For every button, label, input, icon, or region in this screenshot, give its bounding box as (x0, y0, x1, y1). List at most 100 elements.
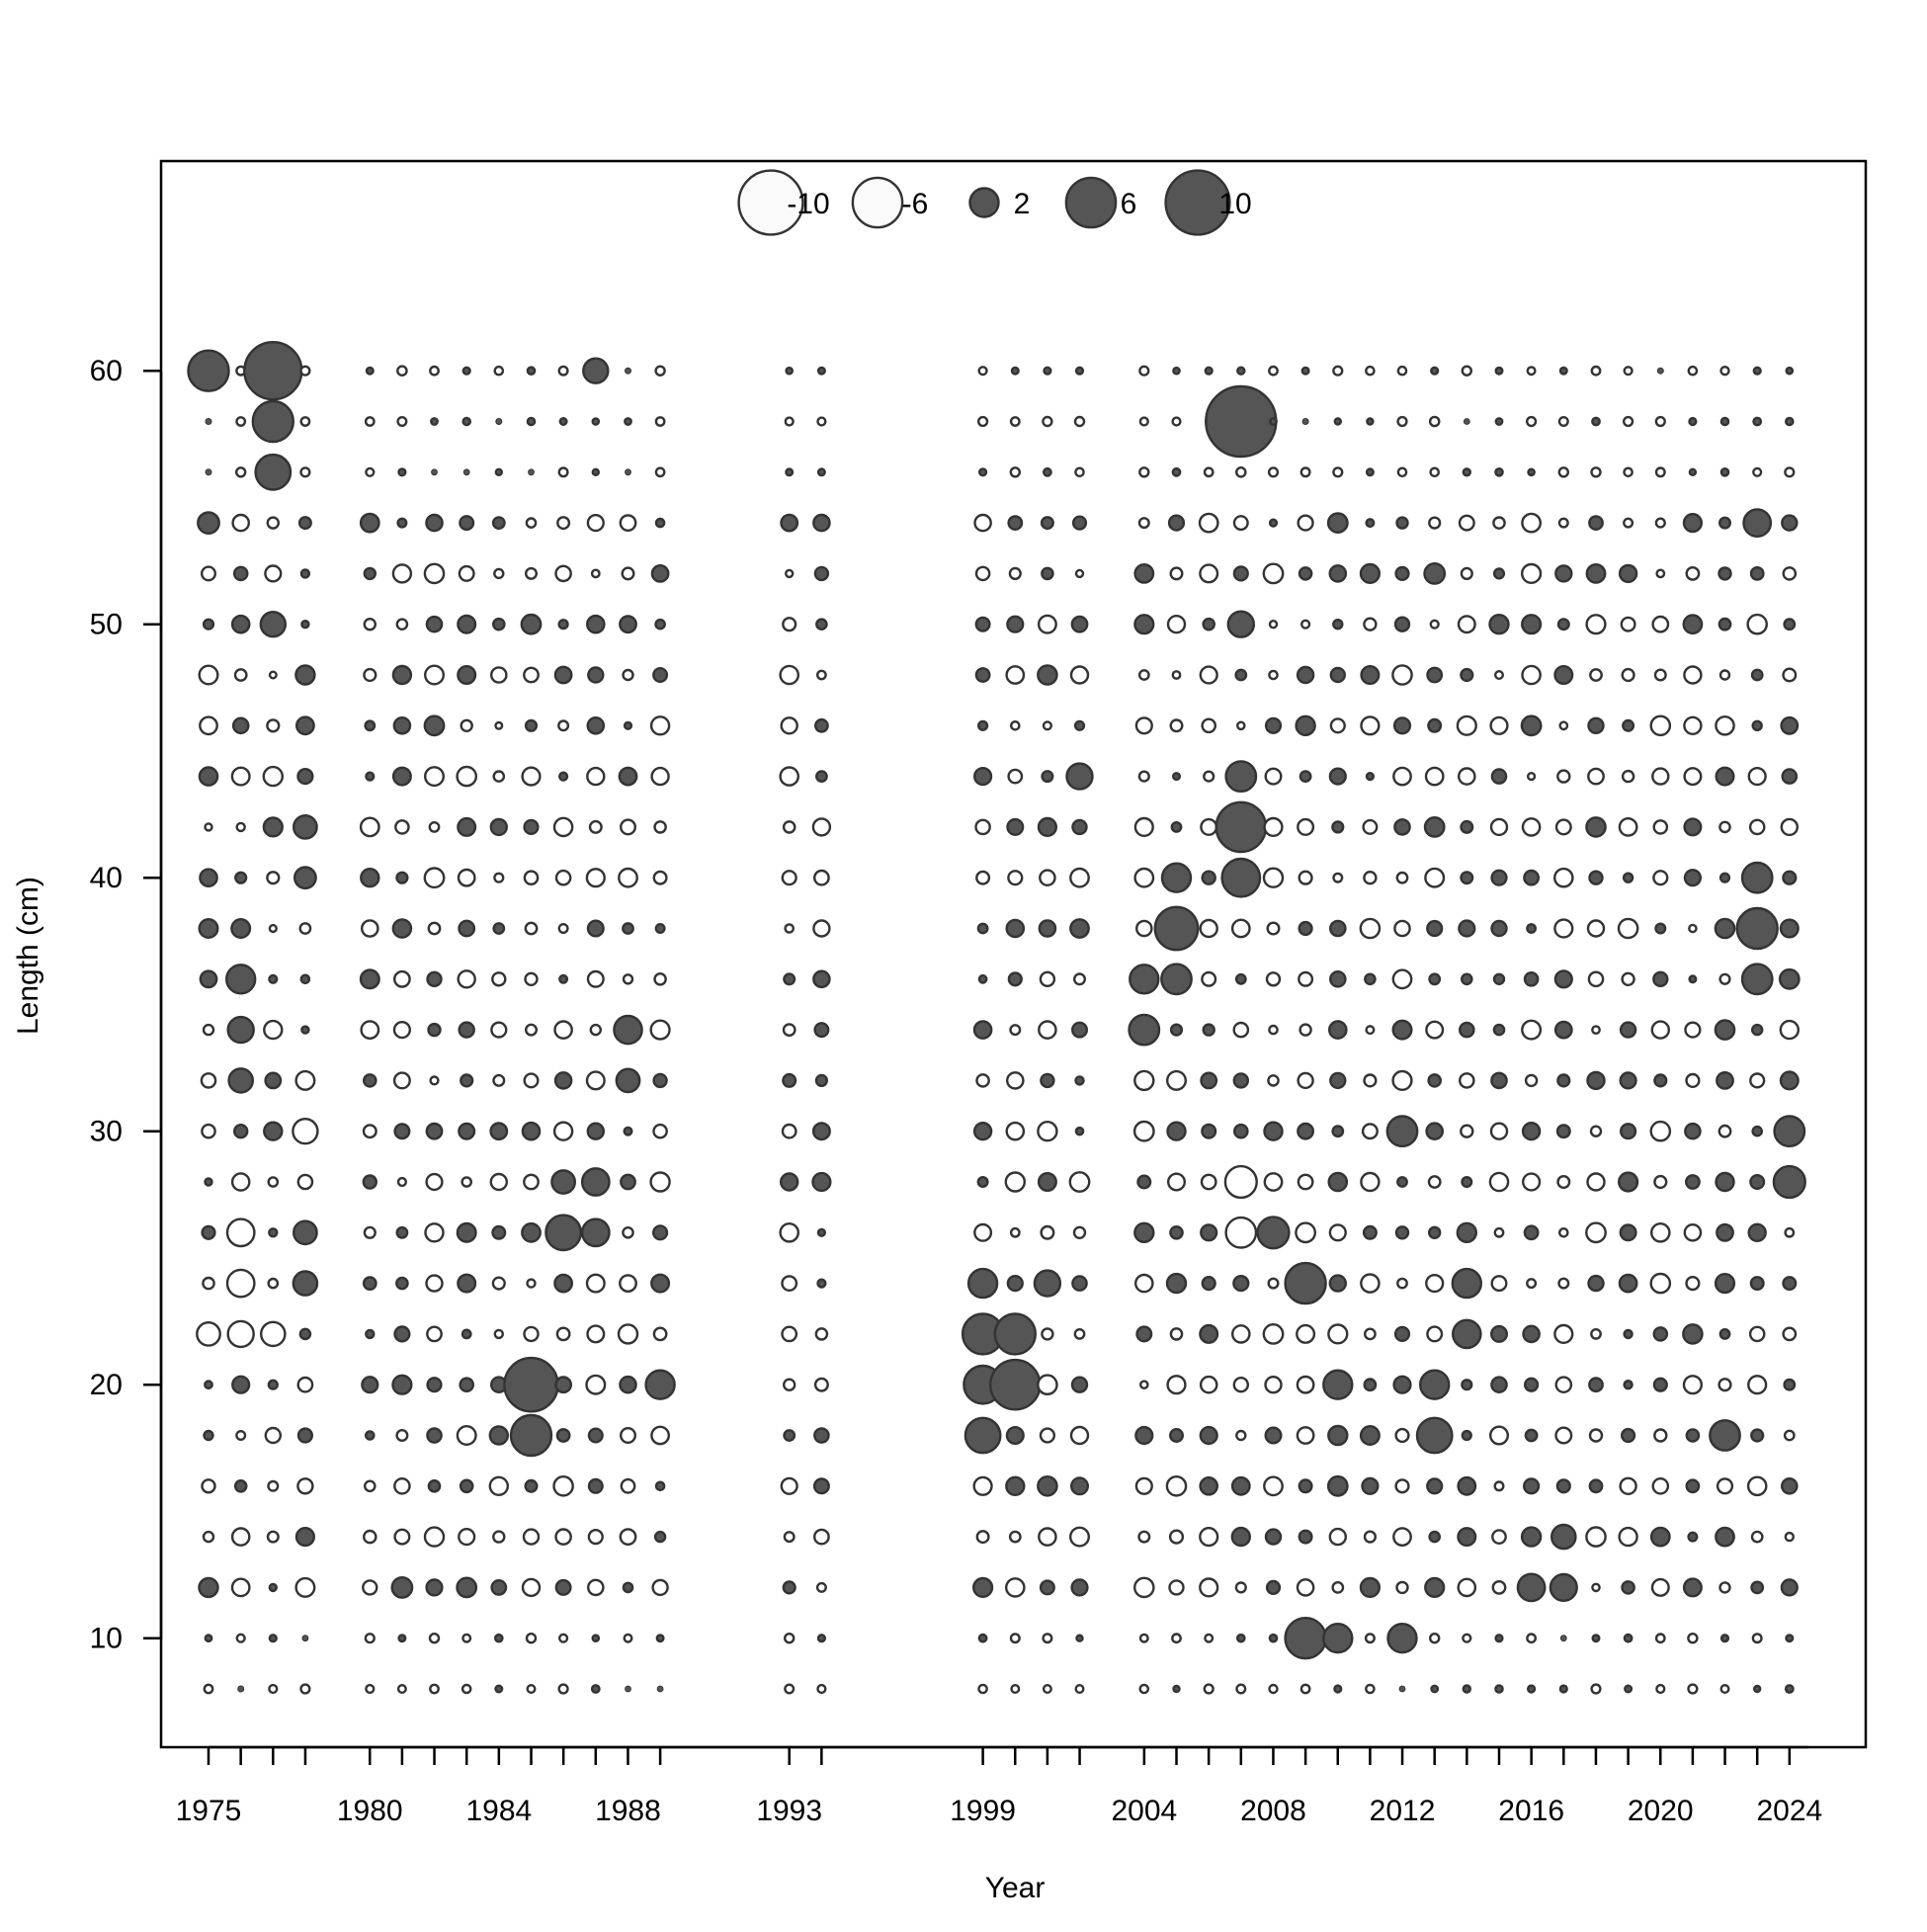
bubble-1987-46 (586, 716, 606, 735)
bubble-2021-56 (1688, 467, 1698, 476)
bubble-2009-44 (1299, 770, 1312, 783)
bubble-1994-26 (816, 1227, 827, 1237)
bubble-2013-16 (1426, 1477, 1444, 1495)
bubble-1981-46 (392, 716, 412, 735)
bubble-2024-16 (1781, 1477, 1799, 1495)
bubble-2016-46 (1520, 714, 1543, 737)
bubble-2022-58 (1719, 416, 1730, 427)
bubble-1999-54 (973, 513, 992, 533)
bubble-2007-44 (1224, 760, 1258, 793)
bubble-2004-18 (1134, 1425, 1154, 1446)
bubble-1988-38 (622, 922, 634, 935)
bubble-1994-30 (811, 1122, 831, 1141)
bubble-2019-52 (1618, 563, 1638, 584)
bubble-1989-8 (656, 1685, 664, 1693)
bubble-2013-38 (1426, 919, 1444, 938)
bubble-1994-54 (812, 513, 831, 533)
bubble-2014-18 (1461, 1429, 1472, 1442)
bubble-1994-8 (816, 1683, 827, 1695)
bubble-1999-46 (976, 719, 989, 731)
bubble-2019-54 (1623, 517, 1634, 529)
bubble-2008-14 (1264, 1528, 1283, 1546)
bubble-1993-34 (782, 1023, 796, 1038)
bubble-1980-50 (363, 618, 377, 631)
bubble-2011-30 (1361, 1123, 1379, 1140)
bubble-1987-36 (586, 969, 605, 988)
bubble-2023-48 (1750, 668, 1764, 682)
bubble-2004-26 (1133, 1221, 1155, 1244)
bubble-2018-20 (1588, 1377, 1604, 1393)
bubble-2009-34 (1299, 1023, 1312, 1037)
bubble-1983-22 (461, 1328, 472, 1340)
bubble-2009-60 (1300, 366, 1310, 376)
bubble-1984-60 (493, 365, 505, 377)
bubble-2002-26 (1072, 1225, 1087, 1240)
bubble-2004-32 (1133, 1069, 1155, 1092)
bubble-2012-52 (1394, 565, 1410, 582)
bubble-2020-60 (1656, 367, 1664, 375)
bubble-2017-42 (1554, 818, 1572, 836)
bubble-2010-26 (1328, 1223, 1347, 1242)
bubble-1994-28 (811, 1171, 832, 1193)
bubble-1982-38 (427, 921, 442, 936)
bubble-2024-30 (1773, 1115, 1806, 1148)
bubble-1981-22 (393, 1325, 411, 1343)
bubble-2002-44 (1065, 762, 1094, 791)
bubble-1977-46 (266, 718, 281, 733)
bubble-2017-60 (1558, 366, 1568, 376)
bubble-2014-28 (1461, 1175, 1473, 1188)
bubble-1988-22 (617, 1323, 639, 1345)
bubble-2024-50 (1783, 618, 1797, 631)
bubble-1994-32 (814, 1073, 829, 1088)
bubble-2016-22 (1522, 1324, 1541, 1344)
bubble-2018-34 (1591, 1025, 1601, 1036)
bubble-2011-14 (1363, 1530, 1378, 1544)
bubble-2004-8 (1138, 1683, 1150, 1695)
bubble-1978-50 (300, 620, 310, 630)
bubble-2002-54 (1071, 515, 1088, 531)
bubble-2015-46 (1489, 715, 1509, 735)
bubble-1982-20 (426, 1377, 443, 1393)
bubble-2013-14 (1428, 1530, 1441, 1544)
bubble-2009-58 (1301, 418, 1309, 425)
bubble-1993-36 (783, 972, 796, 986)
bubble-1999-26 (973, 1222, 993, 1242)
bubble-2023-58 (1752, 416, 1763, 427)
bubble-2022-40 (1718, 872, 1731, 883)
bubble-2007-16 (1230, 1475, 1251, 1496)
bubble-1976-18 (235, 1429, 247, 1441)
bubble-2021-60 (1687, 365, 1699, 377)
bubble-2014-26 (1456, 1221, 1478, 1244)
bubble-2016-58 (1525, 415, 1538, 428)
bubble-2017-52 (1554, 564, 1573, 583)
bubble-1975-60 (187, 349, 230, 392)
bubble-2008-46 (1264, 716, 1283, 734)
bubble-1980-14 (362, 1529, 377, 1545)
bubble-2000-24 (1006, 1274, 1024, 1293)
bubble-2001-28 (1037, 1171, 1057, 1192)
bubble-1993-40 (781, 870, 797, 886)
bubble-1983-58 (461, 416, 472, 427)
bubble-1986-40 (554, 869, 572, 886)
bubble-1980-16 (363, 1479, 377, 1493)
bubble-2008-44 (1264, 767, 1283, 786)
bubble-2017-30 (1555, 1124, 1571, 1139)
bubble-2001-36 (1039, 970, 1056, 987)
bubble-1985-40 (523, 870, 540, 886)
bubble-2021-42 (1683, 817, 1703, 837)
bubble-2017-40 (1553, 867, 1574, 888)
bubble-1987-44 (586, 766, 606, 787)
bubble-2002-18 (1069, 1425, 1090, 1446)
bubble-2022-38 (1714, 917, 1736, 940)
bubble-1993-52 (785, 568, 795, 579)
bubble-2016-20 (1523, 1377, 1540, 1392)
bubble-2016-40 (1523, 869, 1541, 886)
bubble-1988-18 (620, 1426, 637, 1444)
bubble-2022-36 (1718, 972, 1731, 985)
x-tick-label-2016: 2016 (1498, 1795, 1564, 1827)
bubble-2019-14 (1618, 1526, 1638, 1548)
bubble-2001-48 (1037, 664, 1058, 686)
bubble-1980-30 (362, 1124, 377, 1139)
bubble-2008-42 (1263, 816, 1284, 837)
bubble-2005-40 (1160, 862, 1193, 893)
